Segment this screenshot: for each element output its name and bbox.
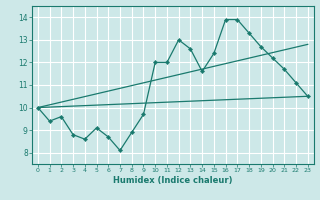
X-axis label: Humidex (Indice chaleur): Humidex (Indice chaleur)	[113, 176, 233, 185]
